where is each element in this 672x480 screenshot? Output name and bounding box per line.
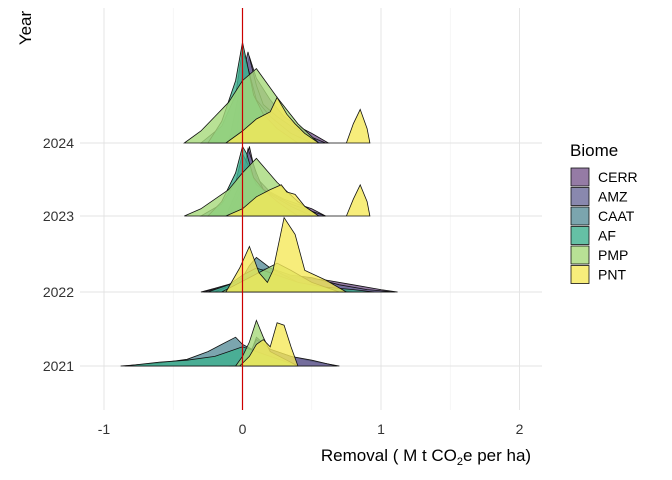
x-axis-label-tail: e per ha) xyxy=(463,446,531,465)
legend-items: CERR AMZ CAAT AF PMP PNT xyxy=(570,167,638,284)
density-pnt-2024 xyxy=(224,96,371,144)
legend-label-pnt: PNT xyxy=(598,267,626,283)
y-axis-label: Year xyxy=(16,10,35,45)
x-tick-label: 2 xyxy=(516,421,524,437)
density-pnt-2021 xyxy=(238,322,299,367)
y-tick-label-2022: 2022 xyxy=(43,284,74,300)
density-pnt-2023 xyxy=(225,183,371,217)
legend-label-amz: AMZ xyxy=(598,189,628,205)
legend-swatch-amz xyxy=(570,187,590,206)
y-tick-label-2024: 2024 xyxy=(43,135,74,151)
x-axis-label: Removal ( M t CO2e per ha) xyxy=(321,446,531,468)
density-pnt-2022 xyxy=(225,216,348,293)
legend: Biome CERR AMZ CAAT AF PMP PNT xyxy=(570,141,638,284)
legend-swatch-af xyxy=(570,226,590,245)
legend-label-pmp: PMP xyxy=(598,247,628,263)
legend-swatch-pmp xyxy=(570,245,590,265)
y-tick-labels: 2021 2022 2023 2024 xyxy=(43,135,74,374)
legend-swatch-caat xyxy=(570,206,590,226)
x-axis-label-main: Removal ( M t CO xyxy=(321,446,457,465)
density-ridges xyxy=(120,42,398,367)
legend-swatch-pnt xyxy=(570,265,590,284)
legend-label-caat: CAAT xyxy=(598,208,635,224)
legend-label-cerr: CERR xyxy=(598,169,638,185)
x-tick-label: 1 xyxy=(377,421,385,437)
legend-title: Biome xyxy=(570,141,618,160)
y-tick-label-2023: 2023 xyxy=(43,208,74,224)
x-axis-label-subscript: 2 xyxy=(457,456,463,468)
x-tick-labels: -1 0 1 2 xyxy=(98,421,524,437)
x-tick-label: -1 xyxy=(98,421,111,437)
legend-swatch-cerr xyxy=(570,167,590,187)
y-tick-label-2021: 2021 xyxy=(43,358,74,374)
legend-label-af: AF xyxy=(598,228,616,244)
x-tick-label: 0 xyxy=(239,421,247,437)
